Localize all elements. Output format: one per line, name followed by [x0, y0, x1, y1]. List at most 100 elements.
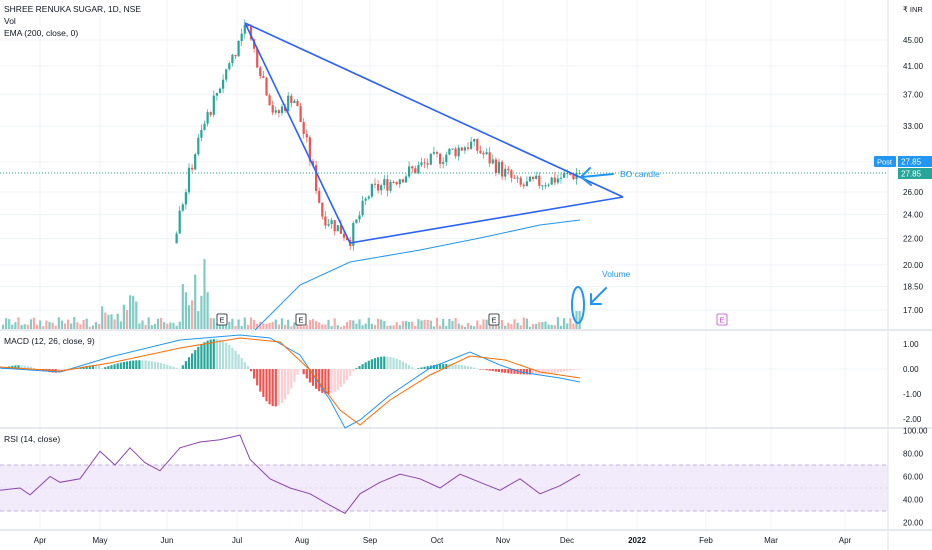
time-axis[interactable]: Apr May Jun Jul Aug Sep Oct Nov Dec 2022 Feb Mar Apr [34, 536, 852, 545]
macd-histogram-bar [497, 369, 501, 373]
macd-histogram-bar [395, 358, 398, 369]
candle-body [370, 183, 373, 197]
volume-bar [501, 319, 504, 329]
macd-histogram-bar [101, 368, 104, 369]
volume-bar [460, 325, 463, 329]
time-tick-label: Jun [161, 536, 174, 545]
macd-histogram-bar [88, 365, 91, 369]
volume-bar [541, 322, 544, 329]
candle-body [367, 196, 370, 199]
volume-bar [324, 324, 327, 329]
candlesticks [175, 19, 581, 251]
volume-bar [315, 321, 318, 329]
candle-body [262, 76, 265, 78]
macd-histogram-bar [243, 362, 246, 369]
candle-body [178, 210, 181, 234]
triangle-pattern[interactable] [244, 22, 624, 244]
volume-bar [191, 300, 194, 329]
candle-body [572, 174, 575, 180]
macd-histogram-bar [32, 367, 36, 369]
candle-body [504, 168, 507, 177]
macd-histogram-bar [125, 361, 129, 369]
macd-histogram-bar [277, 369, 280, 406]
time-tick-label: Jul [232, 536, 242, 545]
vol-legend[interactable]: Vol [4, 16, 16, 26]
macd-histogram-bar [377, 357, 380, 369]
macd-tick-label: 0.00 [903, 365, 919, 374]
macd-histogram-bar [544, 369, 547, 374]
candle-body [547, 184, 550, 186]
candle-body [290, 95, 293, 104]
bo-candle-annotation[interactable]: BO candle [579, 167, 660, 186]
volume-bar [370, 323, 373, 329]
currency-label: ₹ INR [903, 5, 923, 14]
volume-bar [466, 322, 470, 329]
candle-body [488, 152, 491, 164]
candle-body [194, 154, 197, 170]
rsi-legend[interactable]: RSI (14, close) [4, 434, 60, 444]
volume-bar [575, 311, 578, 329]
macd-histogram-bar [463, 365, 466, 369]
symbol-title[interactable]: SHREE RENUKA SUGAR, 1D, NSE [4, 4, 141, 14]
volume-bar [101, 306, 104, 329]
candle-body [476, 139, 479, 151]
volume-bar [228, 321, 231, 329]
triangle-upper-line[interactable] [244, 22, 624, 198]
macd-histogram-bar [482, 369, 485, 370]
candle-body [181, 204, 184, 211]
macd-histogram-bar [420, 367, 423, 369]
volume-bar [445, 326, 448, 329]
volume-bar [113, 319, 116, 329]
volume-bar [532, 324, 535, 329]
macd-histogram-bar [240, 358, 243, 369]
macd-histogram-bar [246, 366, 249, 369]
triangle-left-line[interactable] [244, 22, 351, 244]
macd-legend[interactable]: MACD (12, 26, close, 9) [4, 336, 95, 346]
macd-histogram-bar [200, 344, 203, 369]
rsi-axis[interactable]: 100.00 80.00 60.00 40.00 20.00 [903, 427, 928, 528]
triangle-lower-line[interactable] [349, 196, 624, 244]
volume-bar [262, 323, 265, 329]
ema-legend[interactable]: EMA (200, close, 0) [4, 28, 78, 38]
candle-body [287, 95, 290, 111]
price-tick-label: 33.00 [903, 122, 924, 131]
candle-body [206, 112, 209, 124]
volume-bar [203, 259, 206, 329]
macd-histogram-bar [417, 368, 420, 369]
macd-histogram-bar [575, 369, 578, 370]
volume-bar [429, 320, 432, 329]
volume-bar [544, 321, 547, 329]
macd-histogram-bar [466, 366, 470, 369]
macd-histogram-bar [411, 367, 414, 369]
volume-bar [380, 319, 383, 329]
macd-histogram-bar [324, 369, 327, 394]
volume-bar [29, 319, 32, 329]
last-price-tag: 27.85 [898, 168, 932, 179]
candle-body [528, 176, 532, 182]
volume-arrow-icon [590, 287, 607, 305]
macd-histogram-bar [386, 356, 389, 369]
macd-histogram-bar [308, 369, 311, 383]
macd-histogram-bar [327, 369, 330, 394]
candle-body [342, 233, 346, 238]
volume-bar [473, 326, 476, 329]
time-tick-label: May [92, 536, 107, 545]
macd-histogram-bar [299, 369, 302, 370]
candle-body [380, 185, 383, 191]
candle-body [408, 166, 411, 177]
macd-histogram-bar [287, 369, 290, 395]
volume-bar [184, 292, 187, 329]
macd-axis[interactable]: 1.00 0.00 -1.00 -2.00 [903, 340, 922, 424]
volume-bar [563, 318, 566, 329]
macd-histogram-bar [361, 364, 364, 369]
volume-annotation[interactable]: Volume [571, 269, 631, 324]
volume-bars [1, 259, 581, 329]
rsi-tick-label: 100.00 [903, 427, 928, 436]
volume-bar [11, 324, 14, 329]
candle-body [460, 147, 463, 151]
candle-body [299, 106, 302, 123]
candle-body [339, 225, 342, 234]
volume-bar [333, 318, 336, 329]
